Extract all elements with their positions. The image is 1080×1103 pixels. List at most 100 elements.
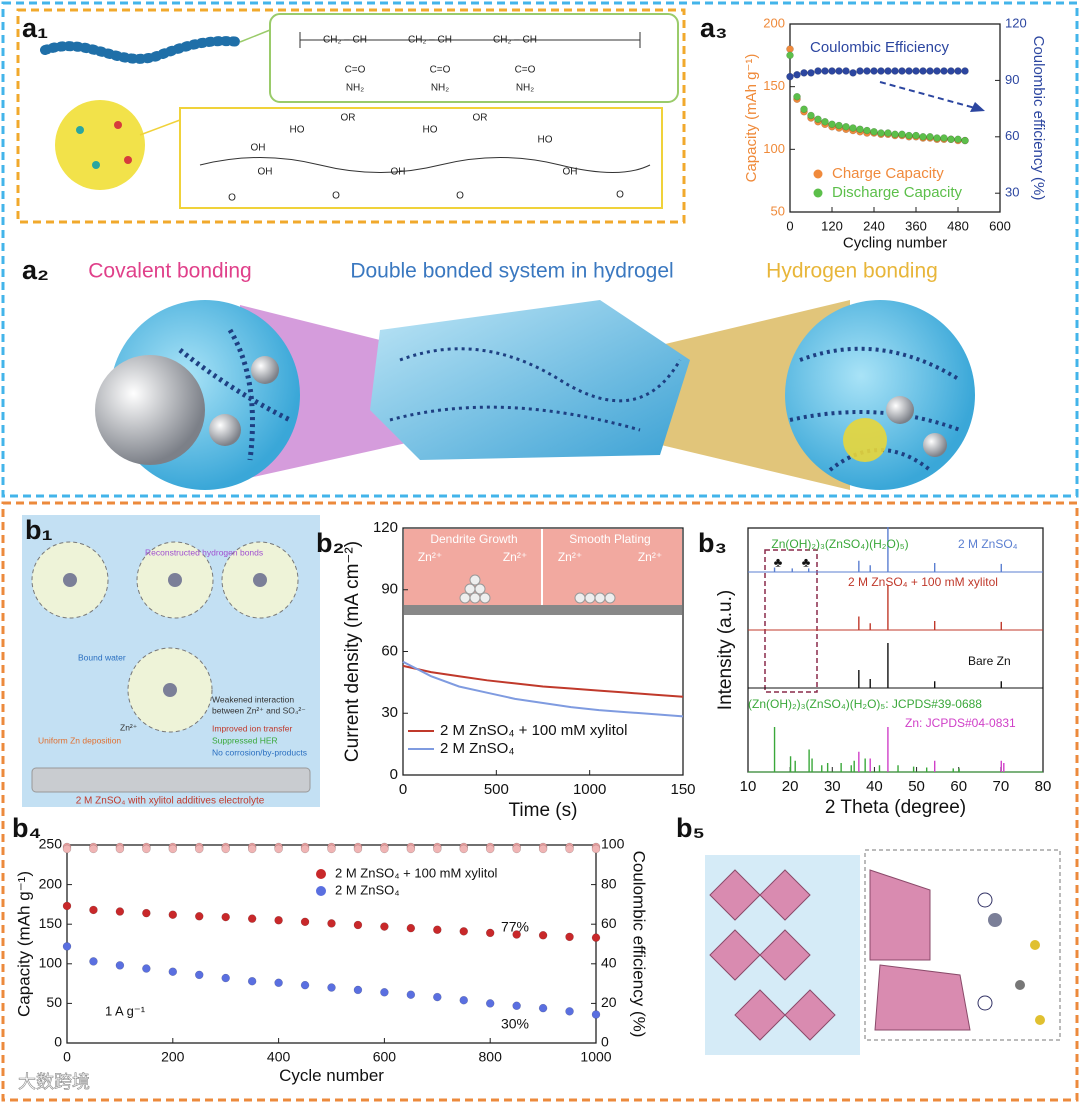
data-point — [274, 978, 283, 988]
data-point — [406, 923, 416, 933]
hydrogel-slab — [370, 300, 690, 460]
data-point — [793, 71, 801, 79]
b1-label: Zn²⁺ — [120, 722, 138, 732]
x-tick-label: 200 — [161, 1049, 185, 1065]
x-tick-label: 70 — [993, 778, 1010, 795]
data-point — [221, 973, 230, 983]
panel-label: a₃ — [700, 13, 728, 43]
data-point — [884, 67, 892, 75]
data-point — [814, 115, 822, 124]
highlight-box — [764, 549, 818, 693]
b1-label: No corrosion/by-products — [212, 747, 307, 757]
chem-label: OR — [473, 113, 488, 124]
solvation-shells — [31, 541, 299, 733]
chem-label: OH — [258, 167, 273, 178]
data-point — [221, 844, 230, 854]
data-point — [786, 45, 794, 53]
polyacrylamide-box — [269, 13, 679, 103]
data-point — [891, 67, 899, 75]
b1-label: Bound water — [78, 652, 126, 662]
chem-label: CH₂ – CH — [408, 35, 452, 46]
legend-label: Charge Capacity — [832, 165, 944, 182]
annotation: 1 A g⁻¹ — [105, 1003, 146, 1018]
annotation: 30% — [501, 1016, 529, 1032]
y2-tick-label: 100 — [601, 836, 625, 852]
x-tick-label: 120 — [821, 218, 843, 233]
data-point — [512, 844, 521, 854]
y-tick-label: 100 — [763, 141, 785, 156]
panel-label: b₃ — [698, 528, 727, 558]
data-point — [274, 844, 283, 854]
a2-heading: Double bonded system in hydrogel — [350, 260, 673, 283]
data-point — [926, 133, 934, 141]
x-tick-label: 600 — [373, 1049, 397, 1065]
zoom-box — [864, 849, 1061, 1041]
chem-label: HO — [423, 125, 438, 136]
data-point — [961, 67, 969, 75]
inset-deposit — [459, 574, 616, 604]
data-point — [89, 957, 98, 966]
data-point — [485, 928, 495, 938]
x-tick-label: 0 — [63, 1049, 71, 1065]
chains — [178, 328, 292, 461]
data-point — [877, 129, 885, 137]
panel-a1-border — [16, 8, 686, 224]
legend-label: 2 M ZnSO₄ + 100 mM xylitol — [440, 722, 627, 739]
data-point — [870, 67, 878, 75]
y-tick-label: 50 — [46, 994, 62, 1010]
data-point — [807, 69, 815, 77]
data-point — [786, 72, 794, 81]
data-point — [300, 917, 310, 927]
y-tick-label: 200 — [763, 15, 785, 30]
chem-label: OH — [251, 143, 266, 154]
legend-label: 2 M ZnSO₄ + 100 mM xylitol — [848, 575, 998, 589]
chem-label: OH — [563, 167, 578, 178]
connector — [139, 119, 181, 136]
data-point — [926, 67, 934, 75]
annotation: Zn²⁺ — [503, 550, 527, 564]
connector — [239, 29, 271, 43]
data-point — [800, 69, 808, 77]
hydrogen-zoom — [785, 300, 975, 490]
annotation: ♣ — [802, 554, 811, 569]
data-point — [842, 67, 850, 75]
x-tick-label: 80 — [1035, 778, 1052, 795]
data-point — [807, 111, 815, 120]
y-tick-label: 150 — [39, 915, 63, 931]
y-axis-title: Capacity (mAh g⁻¹) — [743, 54, 760, 183]
y-tick-label: 0 — [54, 1034, 62, 1050]
annotation: Smooth Plating — [569, 532, 650, 546]
x-tick-label: 1000 — [580, 1049, 611, 1065]
y2-tick-label: 30 — [1005, 185, 1019, 200]
data-point — [433, 992, 442, 1002]
b1-label: Weakened interaction — [212, 694, 294, 704]
annotation: 77% — [501, 919, 529, 935]
data-point — [954, 67, 962, 75]
y-tick-label: 150 — [763, 78, 785, 93]
data-point — [940, 134, 948, 142]
data-point — [821, 67, 829, 75]
data-point — [168, 910, 178, 919]
data-point — [142, 964, 151, 973]
y-tick-label: 120 — [373, 519, 398, 536]
b1-label: between Zn²⁺ and SO₄²⁻ — [212, 705, 306, 715]
y2-axis-title: Coulombic efficiency (%) — [630, 851, 649, 1038]
y-tick-label: 200 — [39, 875, 63, 891]
data-point — [821, 118, 829, 126]
b1-caption: 2 M ZnSO₄ with xylitol additives electro… — [76, 796, 265, 807]
y2-tick-label: 40 — [601, 955, 617, 971]
zn-anode — [95, 355, 205, 465]
trend-arrow — [879, 81, 976, 109]
x-tick-label: 60 — [950, 778, 967, 795]
arrow-head — [970, 102, 985, 112]
data-point — [142, 844, 151, 854]
b1-label: Reconstructed hydrogen bonds — [145, 547, 263, 557]
legend-marker — [813, 188, 823, 198]
data-point — [591, 933, 601, 942]
x-tick-label: 480 — [947, 218, 969, 233]
y-tick-label: 60 — [381, 642, 398, 659]
sugar-backbone — [199, 157, 651, 173]
legend-label: 2 M ZnSO₄ + 100 mM xylitol — [335, 865, 498, 880]
panel-label: b₁ — [25, 515, 53, 545]
data-point — [433, 925, 442, 934]
